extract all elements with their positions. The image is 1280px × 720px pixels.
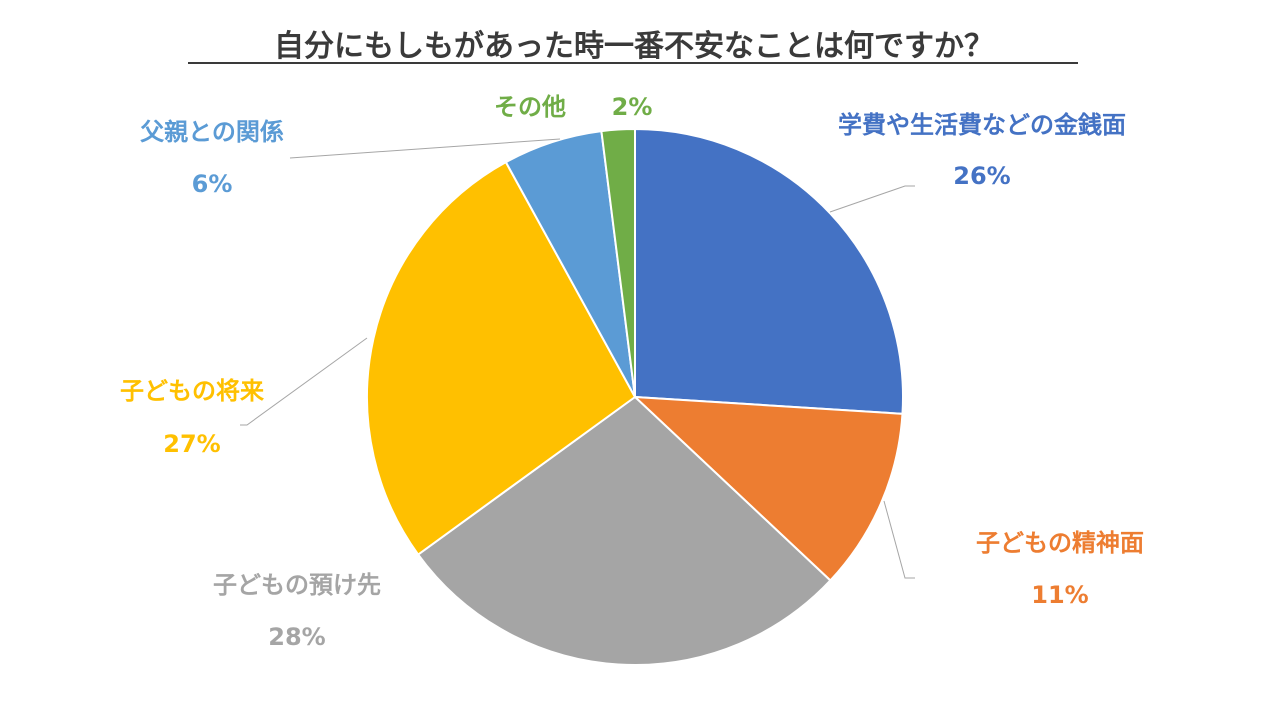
data-labels: 学費や生活費などの金銭面 26% 子どもの精神面 11% 子どもの預け先 28% 子どもの将… xyxy=(120,93,1144,651)
leader-line-seishin xyxy=(883,500,915,579)
chart-title: 自分にもしもがあった時一番不安なことは何ですか？ xyxy=(274,29,994,64)
pie-slice-azukesaki xyxy=(416,395,832,666)
slice-value-seishin: 11% xyxy=(1031,581,1088,609)
slice-value-sonota: 2% xyxy=(612,93,653,121)
leader-line-kinsen xyxy=(829,185,915,213)
slice-label-seishin: 子どもの精神面 xyxy=(976,529,1144,557)
pie-slice-seishin xyxy=(632,395,904,582)
slice-value-azukesaki: 28% xyxy=(268,623,325,651)
slice-label-azukesaki: 子どもの預け先 xyxy=(213,571,381,599)
leader-lines xyxy=(240,138,915,579)
leader-line-shorai xyxy=(240,337,368,426)
pie-slice-kinsen xyxy=(634,127,904,415)
leader-line-chichioya xyxy=(289,138,561,159)
pie-slices xyxy=(366,127,904,666)
slice-value-shorai: 27% xyxy=(163,430,220,458)
slice-value-chichioya: 6% xyxy=(192,170,233,198)
slice-value-kinsen: 26% xyxy=(953,162,1010,190)
pie-slice-sonota xyxy=(600,127,636,398)
pie-slice-shorai xyxy=(366,160,637,556)
slice-label-shorai: 子どもの将来 xyxy=(120,377,265,405)
slice-label-chichioya: 父親との関係 xyxy=(140,118,284,146)
slice-label-kinsen: 学費や生活費などの金銭面 xyxy=(838,111,1126,139)
slice-label-sonota: その他 xyxy=(494,93,566,121)
